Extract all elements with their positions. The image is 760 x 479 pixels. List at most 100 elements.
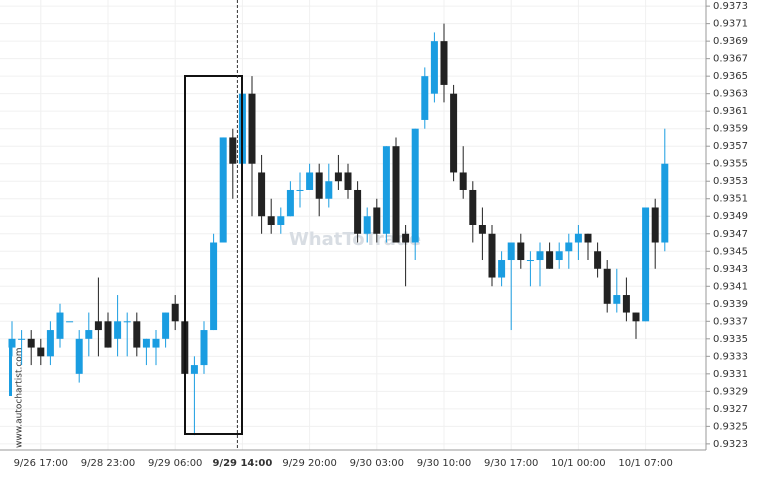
candle-body: [37, 347, 45, 357]
candle-body: [526, 260, 534, 262]
candle-body: [296, 189, 304, 191]
y-tick-label: 0.9345: [713, 246, 748, 257]
y-tick-label: 0.9333: [713, 351, 748, 362]
candle-body: [200, 330, 208, 366]
candle-body: [373, 207, 381, 234]
candle-body: [421, 76, 429, 120]
y-tick-label: 0.9347: [713, 229, 748, 240]
candle-body: [334, 172, 342, 182]
candle-body: [315, 172, 323, 199]
candle-body: [430, 41, 438, 94]
candle-body: [190, 365, 198, 374]
candle-body: [94, 321, 102, 331]
candle-body: [565, 242, 573, 252]
y-tick-label: 0.9353: [713, 176, 748, 187]
x-tick-label: 9/29 06:00: [148, 458, 202, 469]
candle-body: [632, 312, 640, 322]
candle-body: [392, 146, 400, 243]
candle-body: [162, 312, 170, 339]
y-tick-label: 0.9325: [713, 421, 748, 432]
candle-body: [517, 242, 525, 261]
candle-body: [133, 321, 141, 348]
candle-body: [258, 172, 266, 217]
y-tick-label: 0.9367: [713, 54, 748, 65]
x-tick-label: 10/1 00:00: [551, 458, 605, 469]
candle-body: [104, 321, 112, 348]
candle-body: [651, 207, 659, 243]
x-tick-label: 9/29 14:00: [212, 458, 272, 469]
candle-body: [546, 251, 554, 269]
candle-body: [584, 233, 592, 243]
candle-body: [594, 251, 602, 269]
candle-body: [8, 338, 16, 348]
candle-body: [440, 41, 448, 85]
candle-body: [344, 172, 352, 190]
candle-body: [325, 181, 333, 199]
x-tick-label: 9/28 23:00: [81, 458, 135, 469]
candle-body: [46, 330, 54, 357]
y-tick-label: 0.9327: [713, 404, 748, 415]
y-tick-label: 0.9355: [713, 159, 748, 170]
y-tick-label: 0.9365: [713, 71, 748, 82]
y-tick-label: 0.9323: [713, 439, 748, 450]
candle-body: [488, 233, 496, 278]
y-tick-label: 0.9331: [713, 369, 748, 380]
candle-body: [498, 260, 506, 278]
candle-body: [114, 321, 122, 339]
y-tick-label: 0.9349: [713, 211, 748, 222]
source-bar: [9, 340, 12, 396]
candle-body: [66, 321, 74, 323]
y-tick-label: 0.9341: [713, 281, 748, 292]
y-tick-label: 0.9371: [713, 19, 748, 30]
candle-body: [219, 137, 227, 243]
candle-body: [613, 295, 621, 304]
x-tick-label: 10/1 07:00: [618, 458, 672, 469]
x-tick-label: 9/30 17:00: [484, 458, 538, 469]
candle-body: [555, 251, 563, 261]
candle-body: [27, 338, 35, 348]
source-label: www.autochartist.com: [15, 347, 25, 448]
candle-body: [229, 137, 237, 164]
candle-body: [267, 216, 275, 225]
candle-body: [478, 225, 486, 234]
candle-body: [642, 207, 650, 322]
candle-body: [574, 233, 582, 243]
candle-body: [507, 242, 515, 261]
y-tick-label: 0.9357: [713, 141, 748, 152]
x-tick-label: 9/26 17:00: [14, 458, 68, 469]
candle-body: [450, 93, 458, 173]
candle-body: [85, 330, 93, 339]
candle-body: [661, 163, 669, 243]
watermark: WhatToTrade: [289, 229, 421, 250]
y-tick-label: 0.9343: [713, 264, 748, 275]
candle-body: [603, 268, 611, 304]
x-tick-label: 9/30 03:00: [350, 458, 404, 469]
candle-body: [18, 338, 26, 340]
x-tick-label: 9/29 20:00: [282, 458, 336, 469]
candle-body: [354, 189, 362, 234]
candle-body: [536, 251, 544, 261]
y-tick-label: 0.9361: [713, 106, 748, 117]
y-tick-label: 0.9335: [713, 334, 748, 345]
candle-body: [277, 216, 285, 225]
candle-body: [622, 295, 630, 313]
candle-body: [123, 321, 131, 323]
y-tick-label: 0.9337: [713, 316, 748, 327]
y-tick-label: 0.9369: [713, 36, 748, 47]
candle-body: [75, 338, 83, 374]
y-tick-label: 0.9359: [713, 124, 748, 135]
candle-body: [382, 146, 390, 234]
y-tick-label: 0.9329: [713, 386, 748, 397]
candle-body: [363, 216, 371, 234]
candle-body: [402, 233, 410, 243]
y-tick-label: 0.9373: [713, 1, 748, 12]
y-tick-label: 0.9351: [713, 194, 748, 205]
candle-body: [411, 128, 419, 243]
candle-body: [306, 172, 314, 190]
candle-body: [248, 93, 256, 164]
candle-body: [469, 189, 477, 225]
candle-body: [142, 338, 150, 348]
candle-body: [56, 312, 64, 339]
candle-body: [171, 303, 179, 322]
